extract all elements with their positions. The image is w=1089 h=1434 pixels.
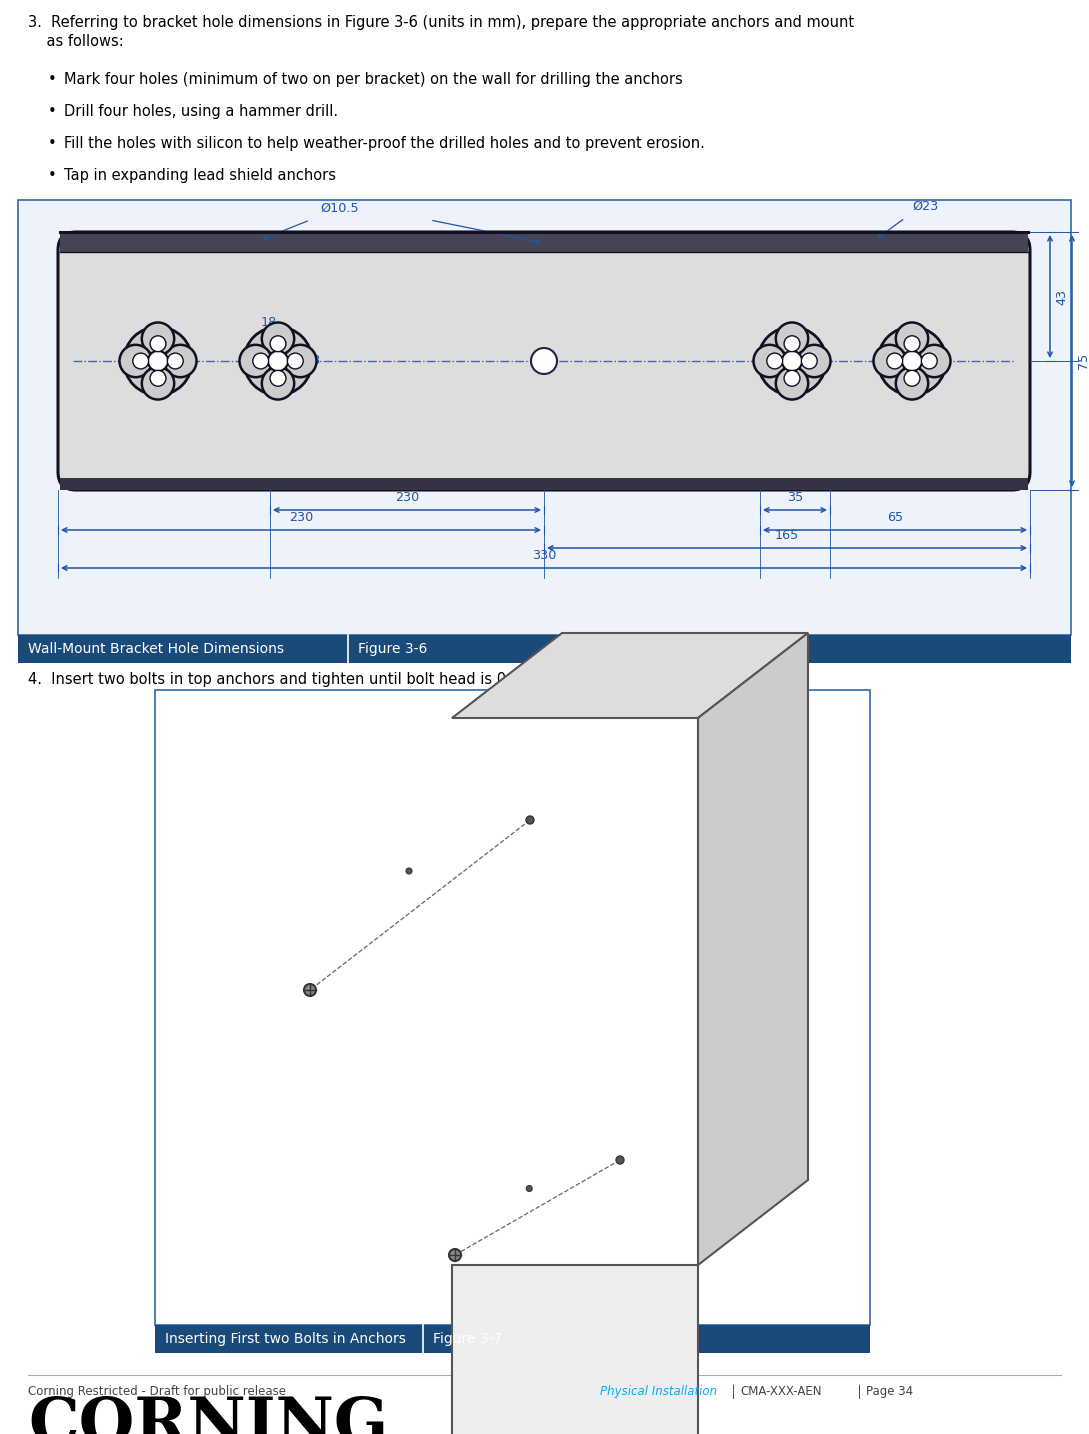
Circle shape: [168, 353, 183, 369]
Text: 230: 230: [395, 490, 419, 503]
Text: Mark four holes (minimum of two on per bracket) on the wall for drilling the anc: Mark four holes (minimum of two on per b…: [64, 72, 683, 87]
Text: 75: 75: [1077, 353, 1089, 369]
Circle shape: [304, 984, 316, 997]
Circle shape: [878, 327, 946, 396]
Circle shape: [526, 1186, 533, 1192]
Text: │: │: [730, 1385, 737, 1400]
Text: Fill the holes with silicon to help weather-proof the drilled holes and to preve: Fill the holes with silicon to help weat…: [64, 136, 705, 151]
Circle shape: [287, 353, 303, 369]
Circle shape: [526, 816, 534, 825]
Circle shape: [921, 353, 938, 369]
Circle shape: [904, 336, 920, 351]
Text: 3.  Referring to bracket hole dimensions in Figure 3-6 (units in mm), prepare th: 3. Referring to bracket hole dimensions …: [28, 14, 854, 30]
Text: 165: 165: [775, 529, 799, 542]
Circle shape: [782, 351, 803, 371]
Text: •: •: [48, 168, 57, 184]
Circle shape: [240, 344, 272, 377]
Circle shape: [775, 367, 808, 400]
Text: Ø10.5: Ø10.5: [320, 202, 358, 215]
Polygon shape: [698, 632, 808, 1265]
Bar: [19, 199, 1070, 635]
Text: CORNING: CORNING: [28, 1395, 389, 1434]
Text: •: •: [48, 136, 57, 151]
Text: Corning Restricted - Draft for public release: Corning Restricted - Draft for public re…: [28, 1385, 286, 1398]
Circle shape: [150, 370, 166, 386]
Circle shape: [406, 868, 412, 873]
Circle shape: [124, 327, 192, 396]
Circle shape: [616, 1156, 624, 1164]
Text: Figure 3-6: Figure 3-6: [358, 642, 427, 655]
Text: │: │: [856, 1385, 864, 1400]
Bar: [155, 1325, 870, 1354]
Circle shape: [164, 344, 196, 377]
Circle shape: [918, 344, 951, 377]
Text: 230: 230: [289, 511, 314, 523]
Circle shape: [120, 344, 151, 377]
Circle shape: [270, 336, 286, 351]
Circle shape: [261, 323, 294, 354]
Circle shape: [904, 370, 920, 386]
Circle shape: [449, 1249, 461, 1260]
Circle shape: [142, 367, 174, 400]
Circle shape: [784, 370, 800, 386]
Text: Drill four holes, using a hammer drill.: Drill four holes, using a hammer drill.: [64, 105, 338, 119]
Circle shape: [253, 353, 269, 369]
Circle shape: [902, 351, 922, 371]
Text: Physical Installation: Physical Installation: [600, 1385, 718, 1398]
Circle shape: [775, 323, 808, 354]
Circle shape: [142, 323, 174, 354]
Circle shape: [148, 351, 168, 371]
Text: 4.  Insert two bolts in top anchors and tighten until bolt head is 0.5-in from s: 4. Insert two bolts in top anchors and t…: [28, 673, 808, 687]
Bar: [155, 690, 870, 1325]
Circle shape: [802, 353, 817, 369]
Circle shape: [268, 351, 289, 371]
Bar: [452, 1265, 698, 1434]
Circle shape: [784, 336, 800, 351]
Circle shape: [754, 344, 786, 377]
Circle shape: [896, 367, 928, 400]
Bar: [19, 635, 1070, 663]
FancyBboxPatch shape: [58, 232, 1030, 490]
Text: Page 34: Page 34: [866, 1385, 913, 1398]
Text: Figure 3-7: Figure 3-7: [433, 1332, 502, 1347]
Circle shape: [261, 367, 294, 400]
Text: Wall-Mount Bracket Hole Dimensions: Wall-Mount Bracket Hole Dimensions: [28, 642, 284, 655]
Circle shape: [767, 353, 783, 369]
Text: 43: 43: [1055, 288, 1068, 304]
Circle shape: [133, 353, 148, 369]
Text: CMA-XXX-AEN: CMA-XXX-AEN: [741, 1385, 821, 1398]
Text: •: •: [48, 72, 57, 87]
Bar: [60, 478, 1028, 490]
Circle shape: [758, 327, 827, 396]
Polygon shape: [452, 632, 808, 718]
Bar: [60, 232, 1028, 252]
Circle shape: [284, 344, 317, 377]
Text: 18: 18: [305, 354, 321, 367]
Circle shape: [896, 323, 928, 354]
Text: Tap in expanding lead shield anchors: Tap in expanding lead shield anchors: [64, 168, 337, 184]
Circle shape: [150, 336, 166, 351]
Text: 35: 35: [787, 490, 803, 503]
Text: 65: 65: [886, 511, 903, 523]
Circle shape: [244, 327, 313, 396]
Text: as follows:: as follows:: [28, 34, 124, 49]
Text: •: •: [48, 105, 57, 119]
Circle shape: [531, 348, 556, 374]
Text: 330: 330: [531, 549, 556, 562]
Circle shape: [873, 344, 906, 377]
Text: 18: 18: [261, 315, 277, 328]
Text: Inserting First two Bolts in Anchors: Inserting First two Bolts in Anchors: [166, 1332, 406, 1347]
Circle shape: [886, 353, 903, 369]
Text: Ø23: Ø23: [911, 199, 939, 214]
Circle shape: [270, 370, 286, 386]
Circle shape: [798, 344, 831, 377]
